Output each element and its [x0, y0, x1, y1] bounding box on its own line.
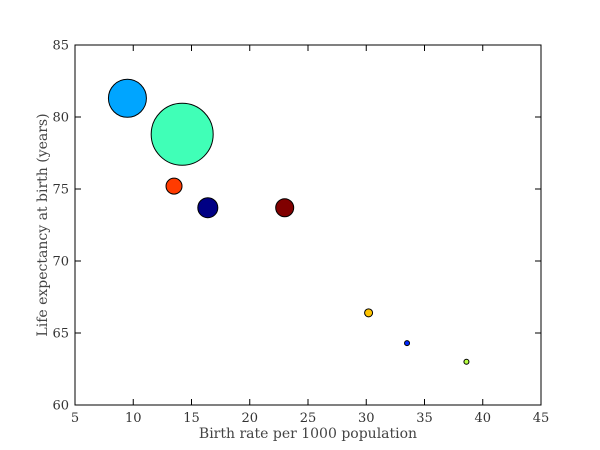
x-tick-label: 20 [241, 411, 258, 426]
x-axis-label: Birth rate per 1000 population [199, 426, 417, 442]
bubble-point-5 [275, 198, 295, 218]
x-tick-label: 15 [183, 411, 200, 426]
x-axis: 5 10 15 20 25 30 35 40 45 [71, 45, 549, 426]
x-tick-label: 35 [416, 411, 433, 426]
x-tick-label: 40 [474, 411, 491, 426]
bubble-point-1 [107, 78, 147, 118]
bubble-point-6 [364, 308, 374, 318]
y-axis: 60 65 70 75 80 85 [52, 39, 541, 414]
bubble-point-2 [150, 102, 214, 166]
bubble-point-3 [165, 177, 183, 195]
bubble-point-4 [197, 197, 219, 219]
y-tick-label: 65 [52, 327, 69, 342]
y-tick-label: 60 [52, 399, 69, 414]
y-tick-label: 80 [52, 111, 69, 126]
y-tick-label: 70 [52, 255, 69, 270]
bubble-point-7 [404, 340, 411, 347]
x-tick-label: 10 [125, 411, 142, 426]
x-tick-label: 25 [300, 411, 317, 426]
x-tick-label: 45 [533, 411, 550, 426]
y-axis-label: Life expectancy at birth (years) [35, 113, 51, 336]
bubble-point-8 [463, 358, 470, 365]
x-tick-label: 30 [358, 411, 375, 426]
y-tick-label: 85 [52, 39, 69, 54]
bubbles [107, 78, 470, 365]
x-tick-label: 5 [71, 411, 79, 426]
y-tick-label: 75 [52, 183, 69, 198]
